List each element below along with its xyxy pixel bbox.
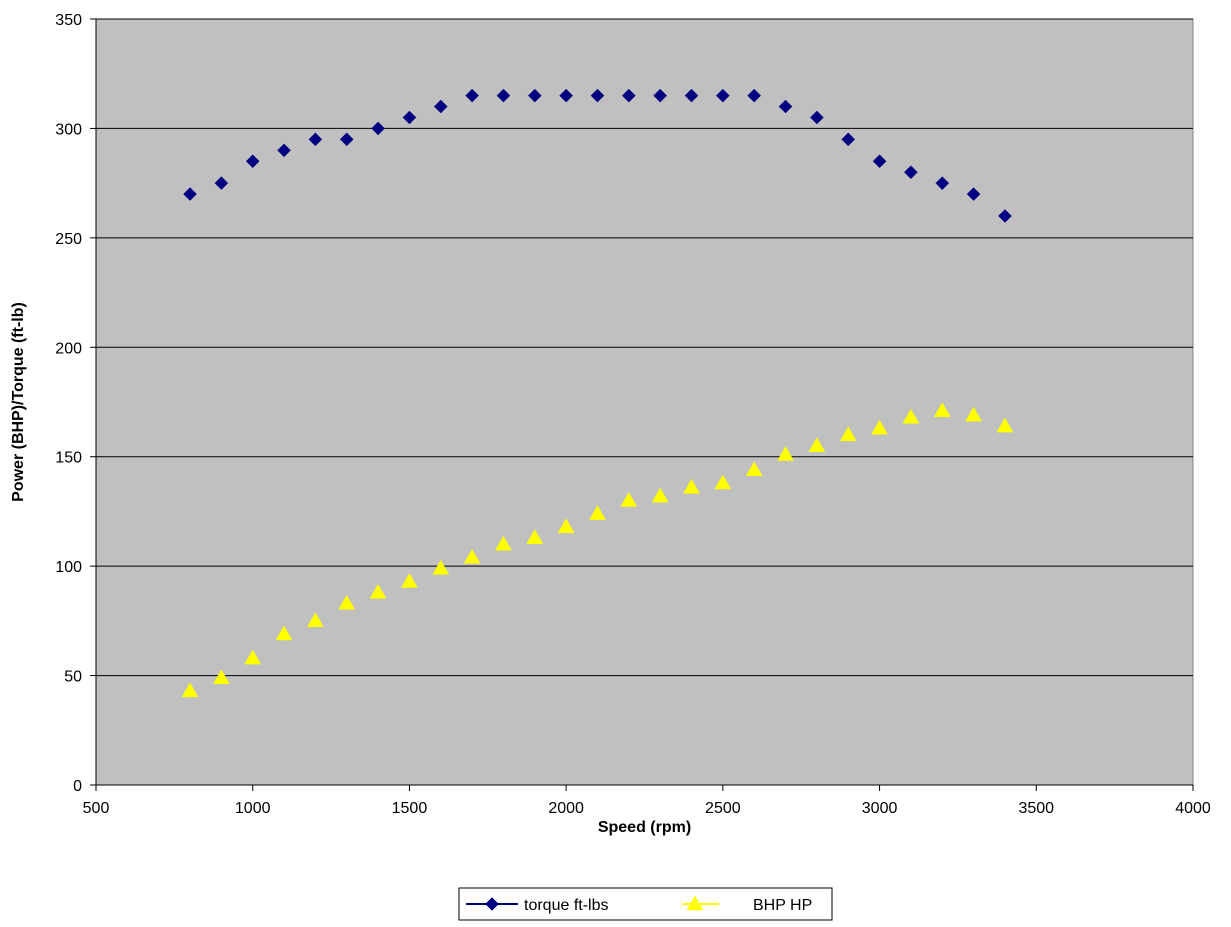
torque-point xyxy=(496,88,511,103)
bhp-point xyxy=(871,419,889,435)
y-tick-label: 150 xyxy=(55,450,82,467)
bhp-point xyxy=(902,408,920,424)
series-1 xyxy=(183,88,1012,223)
y-axis-tick-labels: 0 50 100 150 200 250 300 350 xyxy=(55,12,82,795)
bhp-point xyxy=(557,518,575,533)
y-tick-label: 50 xyxy=(64,669,82,686)
bhp-point xyxy=(683,478,700,494)
torque-point xyxy=(371,121,385,136)
torque-point xyxy=(872,154,887,169)
x-tick-label: 1000 xyxy=(235,800,271,817)
x-tick-label: 500 xyxy=(83,800,110,817)
bhp-point xyxy=(808,437,826,453)
legend-box xyxy=(458,887,833,921)
torque-point xyxy=(653,88,668,103)
x-tick-label: 2000 xyxy=(548,800,584,817)
bhp-point xyxy=(714,474,732,490)
bhp-point xyxy=(338,594,356,610)
legend-label: BHP HP xyxy=(753,897,812,914)
torque-point xyxy=(402,110,417,125)
torque-point xyxy=(277,143,291,158)
torque-point xyxy=(183,187,197,201)
x-tick-label: 3000 xyxy=(862,800,898,817)
bhp-point xyxy=(839,426,857,442)
legend-label: torque ft-lbs xyxy=(524,897,608,914)
torque-point xyxy=(559,88,573,103)
bhp-point xyxy=(181,682,199,698)
bhp-point xyxy=(777,446,794,461)
bhp-point xyxy=(369,583,387,599)
torque-point xyxy=(621,88,636,103)
plot-area xyxy=(95,18,1194,786)
torque-point xyxy=(998,209,1012,223)
legend-diamond-marker xyxy=(485,897,499,911)
legend-triangle-marker xyxy=(686,895,704,911)
bhp-point xyxy=(965,406,983,422)
y-tick-label: 350 xyxy=(55,12,82,29)
x-tick-label: 4000 xyxy=(1175,800,1211,817)
bhp-point xyxy=(306,612,324,628)
bhp-point xyxy=(400,572,418,588)
torque-point xyxy=(214,176,229,190)
torque-point xyxy=(339,132,354,147)
x-tick-label: 3500 xyxy=(1018,800,1054,817)
x-axis-tick-labels: 500 1000 1500 2000 2500 3000 3500 4000 xyxy=(83,800,1211,817)
torque-point xyxy=(935,176,950,190)
torque-point xyxy=(433,99,448,114)
y-tick-label: 250 xyxy=(55,231,82,248)
torque-point xyxy=(527,88,542,103)
bhp-point xyxy=(745,461,763,477)
bhp-point xyxy=(651,487,669,503)
bhp-point xyxy=(526,529,544,544)
y-tick-label: 0 xyxy=(73,778,82,795)
axes xyxy=(90,18,1194,791)
x-tick-label: 2500 xyxy=(705,800,741,817)
series-layer xyxy=(181,88,1014,698)
series-2 xyxy=(181,402,1014,698)
y-tick-label: 100 xyxy=(55,559,82,576)
bhp-point xyxy=(244,649,262,665)
bhp-point xyxy=(996,417,1014,433)
y-tick-label: 300 xyxy=(55,121,82,138)
y-tick-label: 200 xyxy=(55,340,82,357)
bhp-point xyxy=(212,669,230,685)
bhp-point xyxy=(620,491,638,507)
bhp-point xyxy=(463,548,481,564)
bhp-point xyxy=(495,535,512,551)
bhp-point xyxy=(589,505,606,520)
torque-point xyxy=(966,187,981,201)
torque-point xyxy=(747,88,762,103)
torque-point xyxy=(810,110,824,125)
bhp-point xyxy=(933,402,951,418)
bhp-point xyxy=(432,559,450,575)
legend: torque ft-lbs BHP HP xyxy=(458,887,833,921)
x-tick-label: 1500 xyxy=(392,800,428,817)
bhp-point xyxy=(275,625,293,641)
torque-point xyxy=(684,88,699,103)
torque-point xyxy=(778,99,793,114)
torque-point xyxy=(841,132,856,147)
torque-point xyxy=(590,88,605,103)
x-axis-title: Speed (rpm) xyxy=(598,819,691,836)
torque-point xyxy=(716,88,730,103)
torque-point xyxy=(308,132,323,147)
torque-point xyxy=(245,154,260,169)
torque-point xyxy=(465,88,479,103)
y-axis-title: Power (BHP)/Torque (ft-lb) xyxy=(10,302,27,502)
torque-point xyxy=(904,165,918,180)
gridlines xyxy=(96,18,1193,677)
